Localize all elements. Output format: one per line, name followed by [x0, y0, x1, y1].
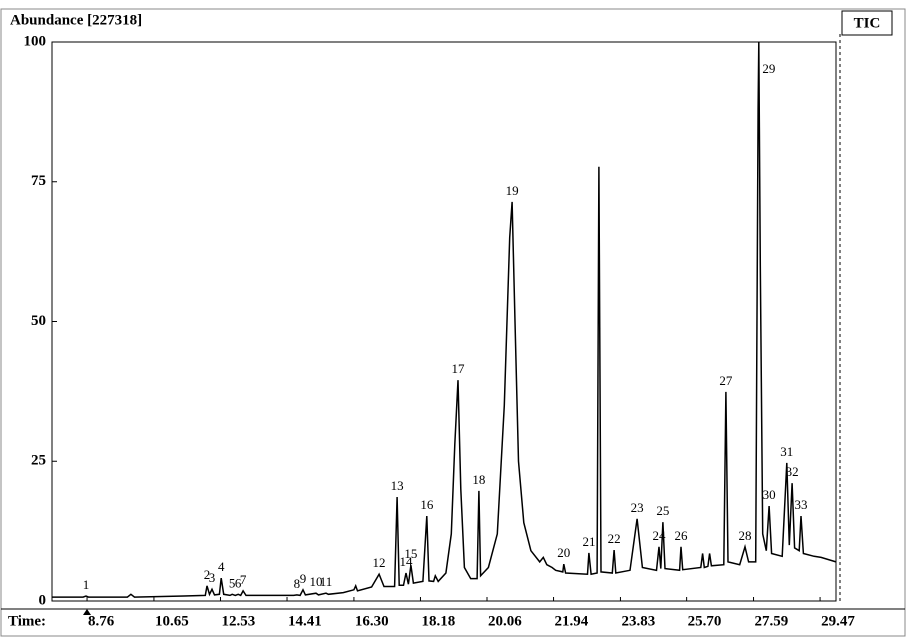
- peak-label: 7: [240, 572, 247, 587]
- x-tick-label: 12.53: [221, 613, 255, 629]
- x-tick-label: 21.94: [555, 613, 589, 629]
- peak-label: 8: [294, 576, 301, 591]
- peak-label: 27: [719, 373, 733, 388]
- time-marker: [83, 609, 91, 615]
- peak-label: 25: [656, 503, 669, 518]
- y-tick-label: 0: [39, 592, 47, 608]
- x-tick-label: 20.06: [488, 613, 522, 629]
- peak-label: 9: [300, 571, 307, 586]
- x-tick-label: 23.83: [621, 613, 655, 629]
- x-tick-label: 14.41: [288, 613, 322, 629]
- peak-label: 24: [653, 528, 667, 543]
- peak-label: 30: [763, 487, 776, 502]
- peak-label: 11: [320, 574, 333, 589]
- x-tick-label: 27.59: [755, 613, 789, 629]
- x-tick-label: 8.76: [88, 613, 115, 629]
- legend-box: [841, 10, 893, 36]
- y-tick-label: 25: [31, 453, 46, 469]
- y-tick-label: 100: [24, 33, 47, 49]
- peak-label: 5: [229, 575, 236, 590]
- plot-frame: [51, 41, 837, 602]
- peak-label: 28: [739, 528, 752, 543]
- x-tick-label: 10.65: [155, 613, 189, 629]
- peak-label: 33: [794, 497, 807, 512]
- peak-label: 16: [420, 497, 434, 512]
- peak-label: 3: [209, 570, 216, 585]
- peak-label: 20: [557, 545, 570, 560]
- peak-label: 32: [786, 464, 799, 479]
- peak-label: 26: [674, 528, 688, 543]
- peak-label: 17: [451, 361, 465, 376]
- peak-label: 14: [399, 554, 413, 569]
- legend-label: TIC: [854, 15, 881, 31]
- x-tick-label: 25.70: [688, 613, 722, 629]
- peak-label: 23: [631, 500, 644, 515]
- peak-label: 10: [310, 574, 323, 589]
- trace: [52, 41, 837, 598]
- y-tick-label: 50: [31, 313, 46, 329]
- x-tick-label: 29.47: [821, 613, 855, 629]
- x-axis-label: Time:: [8, 613, 46, 629]
- peak-label: 13: [391, 478, 404, 493]
- peak-label: 19: [506, 183, 519, 198]
- peak-label: 1: [83, 577, 90, 592]
- y-tick-label: 75: [31, 173, 46, 189]
- peak-label: 15: [404, 546, 417, 561]
- peak-label: 2: [204, 567, 211, 582]
- peak-label: 21: [582, 534, 595, 549]
- peak-label: 4: [218, 559, 225, 574]
- x-tick-label: 18.18: [421, 613, 455, 629]
- chart-title: Abundance [227318]: [10, 12, 142, 28]
- peak-label: 22: [608, 531, 621, 546]
- peak-label: 31: [780, 444, 793, 459]
- peak-label: 6: [235, 575, 242, 590]
- x-tick-label: 16.30: [355, 613, 389, 629]
- peak-label: 29: [762, 61, 775, 76]
- outer-frame: [0, 8, 906, 637]
- peak-label: 12: [373, 555, 386, 570]
- peak-label: 18: [472, 472, 485, 487]
